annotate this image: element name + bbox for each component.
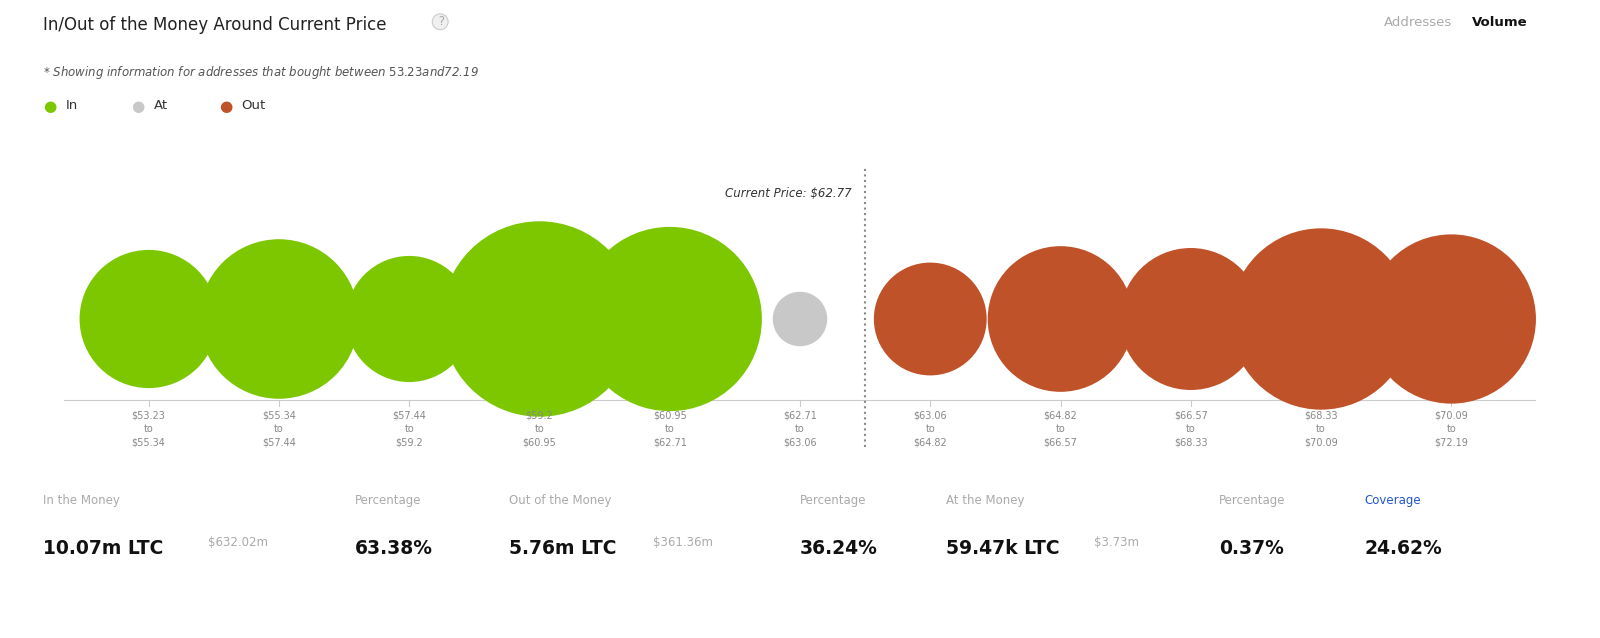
Point (1309, 314, 1334, 324)
Text: At: At (154, 99, 168, 112)
Text: 5.76m LTC: 5.76m LTC (509, 539, 616, 558)
Text: * Showing information for addresses that bought between $53.23 and $72.19: * Showing information for addresses that… (43, 64, 478, 81)
Text: 59.47k LTC: 59.47k LTC (946, 539, 1059, 558)
Text: In/Out of the Money Around Current Price: In/Out of the Money Around Current Price (43, 16, 387, 34)
Text: $57.44
to
$59.2: $57.44 to $59.2 (392, 411, 426, 447)
Text: $68.33
to
$70.09: $68.33 to $70.09 (1304, 411, 1338, 447)
Text: 0.37%: 0.37% (1219, 539, 1285, 558)
Text: ?: ? (435, 15, 445, 28)
Text: $53.23
to
$55.34: $53.23 to $55.34 (131, 411, 166, 447)
Text: ●: ● (131, 99, 144, 114)
Text: Coverage: Coverage (1365, 494, 1421, 507)
Point (1048, 314, 1074, 324)
Text: $55.34
to
$57.44: $55.34 to $57.44 (262, 411, 296, 447)
Text: 36.24%: 36.24% (800, 539, 878, 558)
Point (136, 314, 162, 324)
Point (397, 314, 422, 324)
Text: ●: ● (43, 99, 56, 114)
Point (526, 314, 552, 324)
Text: $59.2
to
$60.95: $59.2 to $60.95 (523, 411, 557, 447)
Point (266, 314, 291, 324)
Text: Percentage: Percentage (355, 494, 422, 507)
Text: $632.02m: $632.02m (208, 536, 269, 549)
Text: ●: ● (219, 99, 232, 114)
Text: $60.95
to
$62.71: $60.95 to $62.71 (653, 411, 686, 447)
Text: $66.57
to
$68.33: $66.57 to $68.33 (1174, 411, 1208, 447)
Text: $64.82
to
$66.57: $64.82 to $66.57 (1043, 411, 1077, 447)
Text: $361.36m: $361.36m (653, 536, 714, 549)
Text: Current Price: $62.77: Current Price: $62.77 (725, 187, 853, 200)
Text: Percentage: Percentage (1219, 494, 1286, 507)
Text: $62.71
to
$63.06: $62.71 to $63.06 (782, 411, 818, 447)
Text: Addresses: Addresses (1384, 16, 1453, 29)
Text: At the Money: At the Money (946, 494, 1024, 507)
Point (787, 314, 813, 324)
Text: Out of the Money: Out of the Money (509, 494, 611, 507)
Text: $63.06
to
$64.82: $63.06 to $64.82 (914, 411, 947, 447)
Text: 63.38%: 63.38% (355, 539, 434, 558)
Text: In the Money: In the Money (43, 494, 120, 507)
Point (1178, 314, 1203, 324)
Text: $70.09
to
$72.19: $70.09 to $72.19 (1434, 411, 1469, 447)
Text: Volume: Volume (1472, 16, 1528, 29)
Text: Out: Out (242, 99, 266, 112)
Text: 10.07m LTC: 10.07m LTC (43, 539, 163, 558)
Point (917, 314, 942, 324)
Text: $3.73m: $3.73m (1094, 536, 1139, 549)
Point (658, 314, 683, 324)
Text: Percentage: Percentage (800, 494, 867, 507)
Text: 24.62%: 24.62% (1365, 539, 1443, 558)
Point (1438, 314, 1464, 324)
Text: In: In (66, 99, 78, 112)
